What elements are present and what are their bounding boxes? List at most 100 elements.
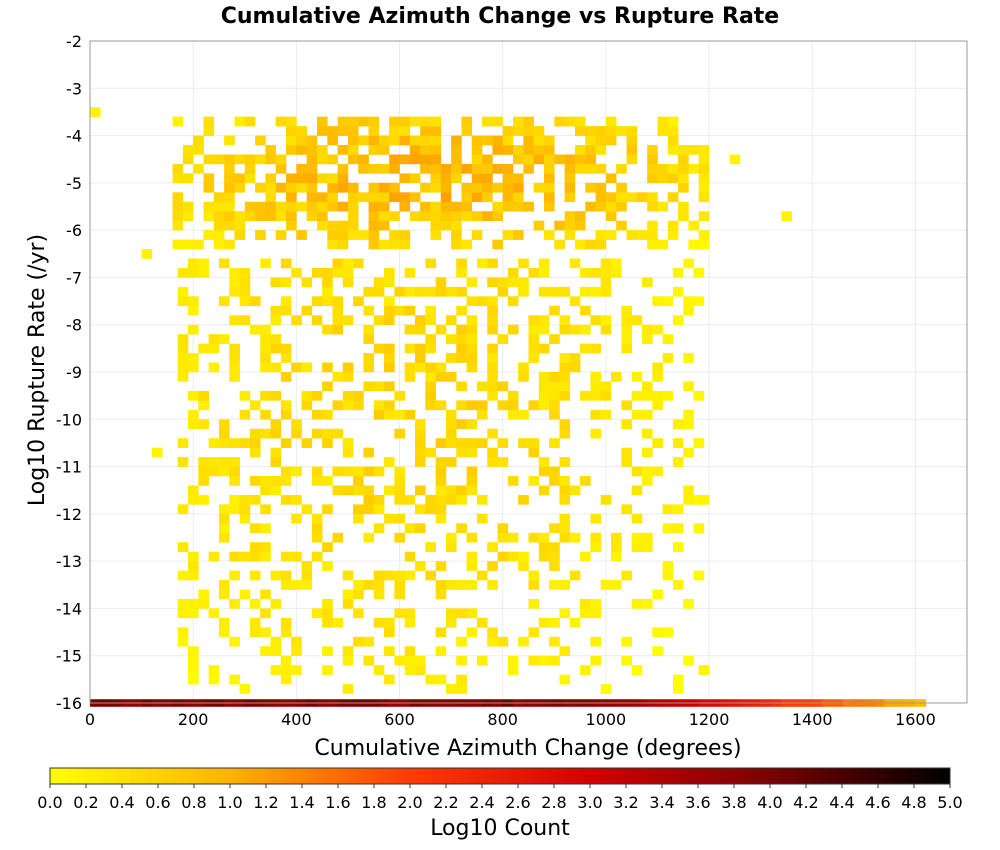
heatmap-cell	[466, 608, 478, 619]
heatmap-cell	[188, 362, 199, 373]
heatmap-cell	[188, 494, 199, 505]
heatmap-cell	[368, 145, 380, 155]
heatmap-cell	[394, 532, 405, 543]
heatmap-cell	[456, 636, 467, 647]
heatmap-cell	[270, 636, 282, 647]
heatmap-cell	[528, 532, 540, 543]
heatmap-cell	[409, 135, 421, 146]
heatmap-cell	[188, 267, 199, 278]
heatmap-cell	[373, 343, 385, 354]
heatmap-cell	[182, 239, 194, 250]
heatmap-cell	[239, 504, 251, 515]
heatmap-cell	[497, 636, 509, 647]
heatmap-cell	[224, 163, 235, 174]
heatmap-cell	[461, 182, 473, 193]
heatmap-cell	[445, 457, 457, 467]
heatmap-cell	[445, 372, 457, 382]
heatmap-cell	[353, 390, 364, 401]
heatmap-cell	[363, 286, 375, 297]
heatmap-cell	[507, 551, 519, 562]
heatmap-cell	[528, 334, 540, 344]
heatmap-cell	[435, 561, 447, 571]
heatmap-cell	[373, 381, 385, 392]
heatmap-cell	[368, 182, 380, 193]
heatmap-cell	[430, 173, 442, 184]
heatmap-cell	[595, 126, 607, 136]
heatmap-cell	[270, 334, 282, 344]
heatmap-cell	[683, 381, 694, 392]
heatmap-cell	[229, 372, 240, 382]
heatmap-cell	[683, 258, 694, 269]
heatmap-cell	[616, 201, 627, 212]
heatmap-cell	[538, 286, 550, 297]
heatmap-cell	[631, 372, 643, 382]
heatmap-cell	[451, 145, 462, 155]
heatmap-cell	[373, 570, 385, 581]
heatmap-cell	[616, 192, 627, 203]
heatmap-cell	[342, 267, 354, 278]
heatmap-cell	[280, 409, 292, 420]
heatmap-cell	[652, 400, 663, 411]
heatmap-cell	[270, 570, 282, 581]
heatmap-cell	[445, 428, 457, 439]
heatmap-cell	[347, 230, 359, 240]
heatmap-cell	[678, 173, 689, 184]
heatmap-cell	[420, 145, 431, 155]
heatmap-cell	[399, 201, 411, 212]
heatmap-cell	[208, 608, 220, 619]
heatmap-cell	[208, 665, 220, 675]
heatmap-cell	[440, 192, 452, 203]
colorbar-tick-label: 4.0	[757, 793, 782, 812]
heatmap-cell	[528, 655, 540, 666]
heatmap-cell	[621, 305, 632, 316]
heatmap-cell	[523, 116, 534, 127]
heatmap-cell	[600, 381, 612, 392]
heatmap-cell	[683, 485, 694, 496]
heatmap-cell	[311, 428, 323, 439]
heatmap-cell	[672, 286, 684, 297]
heatmap-cell	[781, 211, 792, 221]
heatmap-cell	[605, 116, 617, 127]
heatmap-cell	[456, 324, 467, 335]
heatmap-cell	[208, 343, 220, 354]
heatmap-cell	[198, 589, 209, 600]
heatmap-cell	[172, 163, 184, 174]
heatmap-cell	[239, 267, 251, 278]
heatmap-cell	[451, 173, 462, 184]
heatmap-cell	[497, 286, 509, 297]
heatmap-cell	[590, 598, 602, 609]
heatmap-cell	[600, 390, 612, 401]
heatmap-cell	[507, 296, 519, 307]
heatmap-cell	[652, 362, 663, 373]
heatmap-cell	[296, 135, 307, 146]
heatmap-cell	[415, 428, 426, 439]
heatmap-cell	[600, 277, 612, 288]
heatmap-cell	[554, 239, 565, 250]
heatmap-cell	[678, 201, 689, 212]
heatmap-cell	[471, 211, 483, 221]
heatmap-cell	[218, 258, 230, 269]
heatmap-cell	[569, 353, 581, 363]
heatmap-cell	[208, 362, 220, 373]
heatmap-cell	[373, 400, 385, 411]
heatmap-cell	[445, 608, 457, 619]
heatmap-cell	[358, 116, 369, 127]
heatmap-cell	[482, 211, 493, 221]
heatmap-cell	[595, 135, 607, 146]
heatmap-cell	[559, 457, 571, 467]
heatmap-cell	[337, 182, 349, 193]
heatmap-cell	[559, 286, 571, 297]
colorbar-ticks: 0.0 0.2 0.4 0.6 0.8 1.0 1.2 1.4 1.6 1.8 2.0 2.2 2.4 2…	[37, 784, 963, 812]
heatmap-cell	[363, 381, 375, 392]
heatmap-cell	[456, 523, 467, 534]
heatmap-cell	[368, 201, 380, 212]
heatmap-cell	[218, 428, 230, 439]
heatmap-cell	[652, 324, 663, 335]
heatmap-cell	[476, 400, 488, 411]
heatmap-cell	[487, 372, 498, 382]
heatmap-cell	[280, 466, 292, 477]
heatmap-cell	[332, 258, 344, 269]
heatmap-cell	[631, 390, 643, 401]
heatmap-cell	[332, 305, 344, 316]
heatmap-cell	[347, 145, 359, 155]
